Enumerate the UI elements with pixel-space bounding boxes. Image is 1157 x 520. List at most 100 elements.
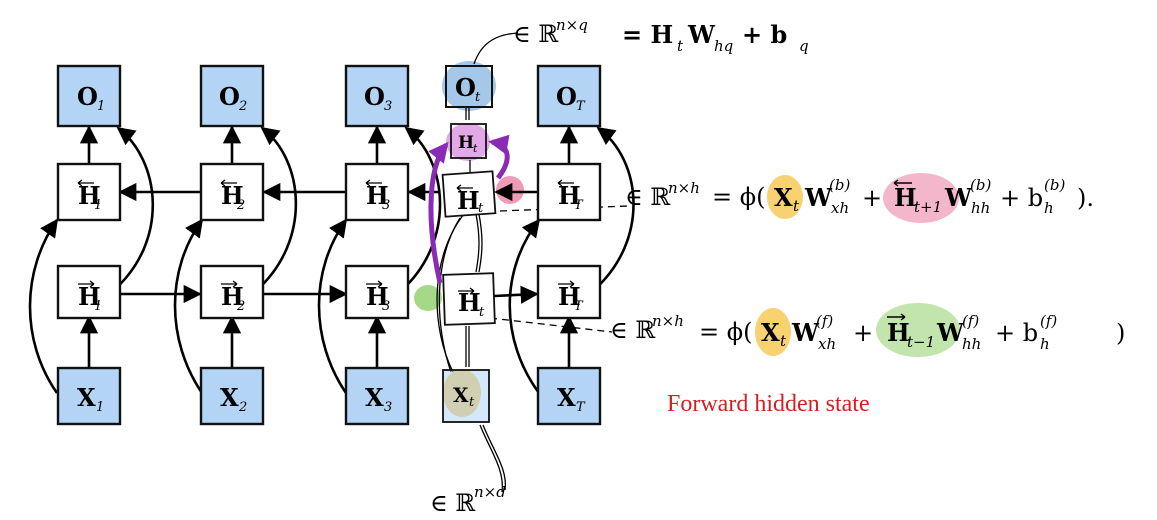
node-sub: t (478, 201, 484, 216)
backward-w-sup: (b) (829, 176, 850, 194)
forward-w-sup: (f) (816, 312, 833, 330)
right-arrow-icon (366, 280, 383, 288)
backward-w-sub: xh (831, 199, 849, 217)
output-eq-h: = H (622, 20, 673, 49)
node-sub: 3 (384, 99, 392, 114)
node-sub: T (574, 198, 584, 213)
node-sub: 1 (94, 198, 102, 213)
forward-row: H 1 H 2 H 3 H t H T (56, 264, 602, 326)
node-label: H (558, 282, 581, 311)
right-arrow-icon (887, 313, 906, 321)
concat-hidden-node: H t (450, 123, 487, 159)
backward-h-term: H (894, 183, 917, 212)
node-sub: 3 (382, 299, 390, 314)
backward-whh-sub: hh (971, 199, 990, 217)
right-arrow-icon (78, 280, 95, 288)
output-node: O t (445, 65, 493, 108)
right-arrow-icon (558, 280, 575, 288)
forward-whh-sup: (f) (962, 312, 979, 330)
node-label: H (457, 186, 480, 215)
input-term-highlight (767, 175, 803, 219)
output-shape: ∈ ℝ (513, 20, 559, 48)
backward-x-term: X (774, 183, 793, 212)
forward-plus: + (853, 319, 873, 347)
backward-close: ). (1077, 184, 1094, 212)
output-node: O T (536, 64, 602, 128)
forward-shape-sup: n×h (652, 312, 684, 330)
concat-arrows (428, 134, 510, 284)
node-label: H (221, 282, 244, 311)
node-label: X (557, 383, 576, 412)
node-sub: t (475, 90, 481, 105)
node-label: H (558, 181, 581, 210)
forward-h-term: H (887, 318, 910, 347)
left-arrow-icon (77, 179, 94, 187)
prev-hidden-highlight (883, 173, 959, 223)
output-equation: ∈ ℝ n×q = H t W hq + b q (513, 16, 809, 55)
output-highlight (442, 61, 496, 111)
node-sub: T (576, 99, 586, 114)
left-arrow-icon (220, 179, 237, 187)
horizontal-connections (118, 182, 539, 304)
node-label: H (78, 282, 101, 311)
output-eq-q: q (799, 37, 809, 55)
backward-x-sub: t (793, 197, 800, 215)
node-label: H (366, 181, 389, 210)
node-sub: t (479, 305, 485, 320)
output-eq-hq: hq (714, 37, 733, 55)
node-sub: 2 (238, 400, 247, 415)
forward-equation: ∈ ℝ n×h = ϕ( X t W (f) xh + H t−1 W (f) … (610, 303, 1125, 357)
node-label: X (77, 383, 96, 412)
node-sub: 1 (96, 400, 104, 415)
backward-plus-b: + b (1000, 184, 1043, 212)
node-sub: 3 (382, 198, 390, 213)
forward-hidden-node: H T (536, 264, 602, 320)
node-sub: 1 (94, 299, 102, 314)
input-shape-annotation: ∈ ℝ n×d (430, 483, 506, 517)
output-row: O 1 O 2 O 3 O t O T (56, 64, 602, 128)
node-sub: 2 (238, 99, 247, 114)
forward-w-term: W (791, 318, 820, 347)
forward-plus-b: + b (995, 319, 1038, 347)
forward-whh-term: W (936, 318, 965, 347)
input-node: X 1 (56, 366, 122, 426)
right-arrow-icon (458, 287, 475, 295)
output-eq-t: t (677, 37, 684, 55)
node-sub: 2 (236, 299, 245, 314)
node-sub: 2 (236, 198, 245, 213)
node-sub: T (574, 299, 584, 314)
forward-x-term: X (761, 318, 780, 347)
node-label: H (458, 288, 481, 317)
forward-phi: = ϕ( (699, 318, 752, 346)
backward-hidden-node: H 2 (199, 162, 265, 222)
backward-shape: ∈ ℝ (625, 183, 671, 211)
output-eq-w: W (687, 20, 716, 49)
node-label: O (455, 73, 476, 102)
input-node: X 2 (199, 366, 265, 426)
node-sub: T (576, 400, 586, 415)
node-sub: 1 (97, 99, 105, 114)
node-label: O (556, 82, 577, 111)
node-label: H (458, 133, 474, 153)
output-node: O 2 (199, 64, 265, 128)
output-node: O 1 (56, 64, 122, 128)
forward-close: ) (1116, 319, 1125, 347)
node-label: O (364, 82, 385, 111)
output-shape-sup: n×q (556, 16, 588, 34)
forward-hidden-node: H 2 (199, 264, 265, 320)
right-arrow-icon (221, 280, 238, 288)
node-label: X (220, 383, 239, 412)
backward-plus: + (862, 184, 882, 212)
output-node: O 3 (344, 64, 410, 128)
node-sub: t (469, 395, 475, 410)
backward-row: H 1 H 2 H 3 H t H T (56, 162, 602, 222)
forward-prev-highlight (414, 285, 442, 311)
input-node: X 3 (344, 366, 410, 426)
left-arrow-icon (456, 184, 473, 192)
backward-hidden-node: H 1 (56, 162, 122, 222)
skip-connections (28, 126, 635, 394)
left-arrow-icon (557, 179, 574, 187)
input-term-highlight (755, 308, 791, 356)
node-sub: t (473, 142, 478, 155)
